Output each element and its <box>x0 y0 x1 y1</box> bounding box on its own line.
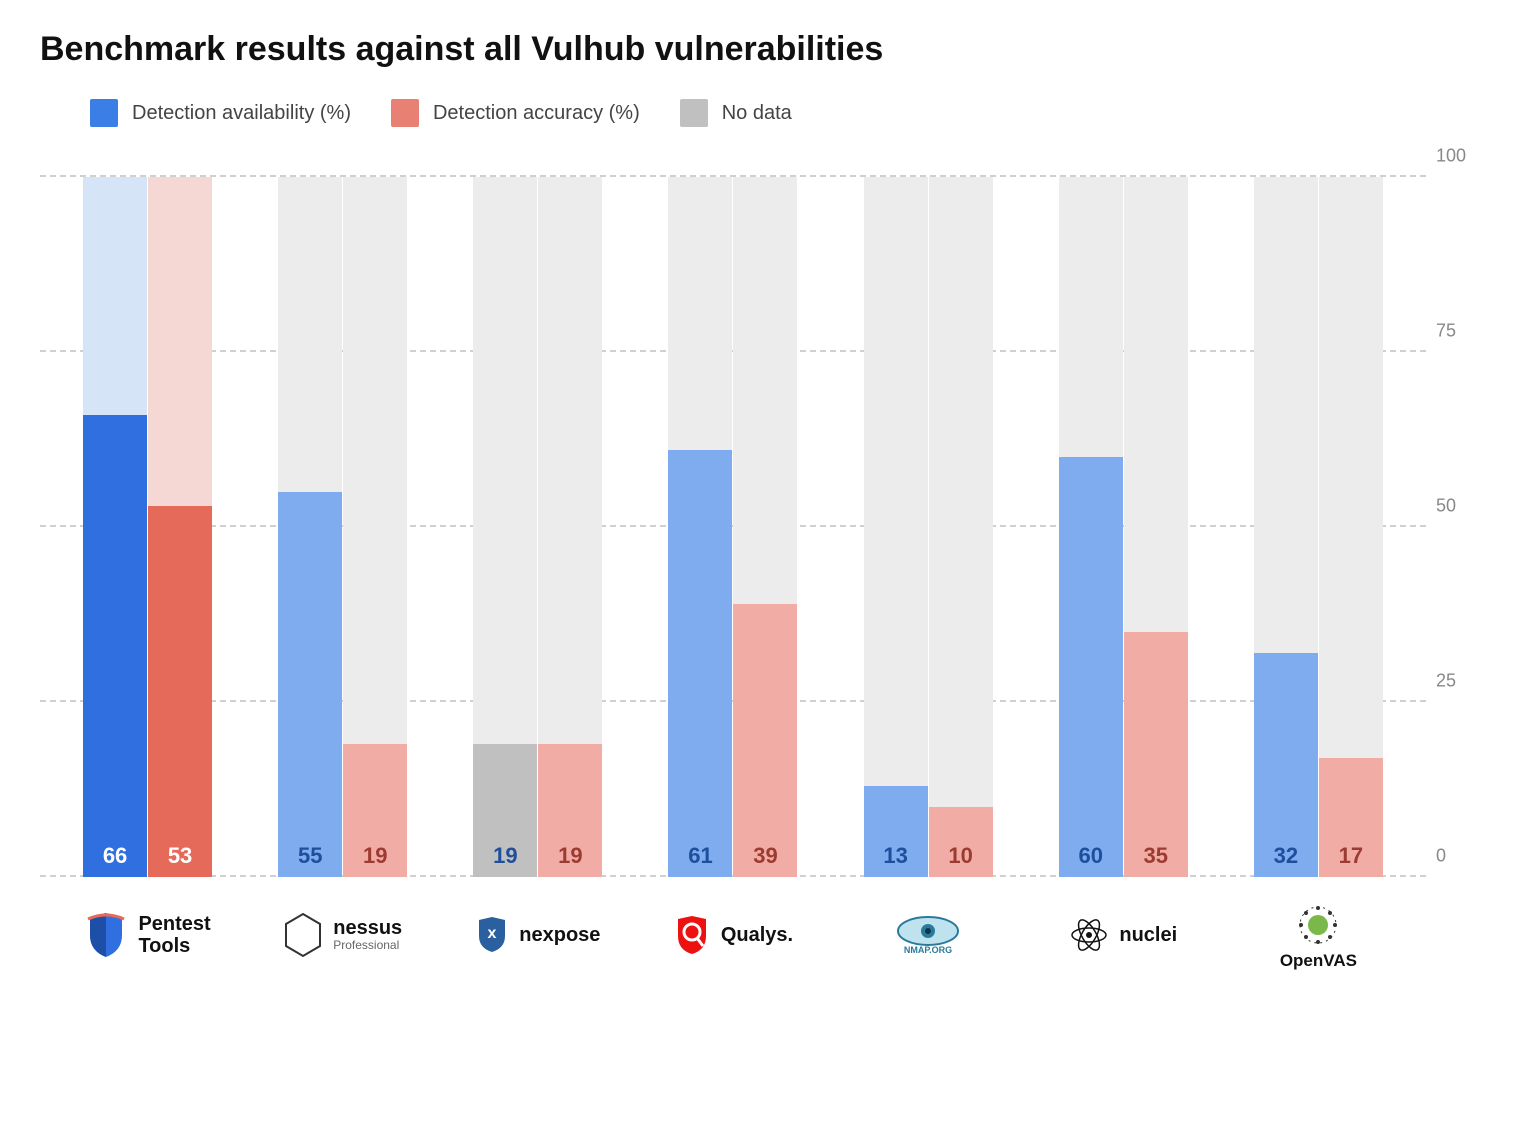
x-axis-item: NMAP.ORG <box>848 895 1008 975</box>
chart-title: Benchmark results against all Vulhub vul… <box>40 30 1496 69</box>
bar-value: 55 <box>278 843 342 869</box>
bar-track: 19 <box>538 177 602 877</box>
bar <box>83 415 147 877</box>
bar-track: 35 <box>1124 177 1188 877</box>
bar-group: 1310 <box>864 177 993 877</box>
bar-value: 39 <box>733 843 797 869</box>
bar-value: 35 <box>1124 843 1188 869</box>
openvas-icon <box>1293 900 1343 950</box>
bar-value: 61 <box>668 843 732 869</box>
bar-track: 66 <box>83 177 147 877</box>
tool-label: nessusProfessional <box>333 917 402 952</box>
bar-track: 19 <box>473 177 537 877</box>
tool-label: nuclei <box>1119 924 1177 946</box>
chart: 6653551919196139131060353217 0255075100 <box>40 177 1496 877</box>
x-axis-item: OpenVAS <box>1238 895 1398 975</box>
bar-background <box>929 177 993 877</box>
x-axis-item: nessusProfessional <box>263 895 423 975</box>
bar <box>148 506 212 877</box>
bar-value: 13 <box>864 843 928 869</box>
bar-group: 6035 <box>1059 177 1188 877</box>
legend-availability: Detection availability (%) <box>90 99 351 127</box>
bar-track: 55 <box>278 177 342 877</box>
plot-area: 6653551919196139131060353217 <box>40 177 1426 877</box>
bar <box>733 604 797 877</box>
legend: Detection availability (%) Detection acc… <box>90 99 1496 127</box>
bars-container: 6653551919196139131060353217 <box>40 177 1426 877</box>
x-axis-item: Qualys. <box>653 895 813 975</box>
nuclei-icon <box>1069 915 1109 955</box>
y-tick: 75 <box>1436 321 1456 342</box>
bar <box>1059 457 1123 877</box>
y-tick: 0 <box>1436 846 1446 867</box>
bar-track: 60 <box>1059 177 1123 877</box>
nessus-icon <box>283 912 323 958</box>
bar-group: 1919 <box>473 177 602 877</box>
bar-group: 3217 <box>1254 177 1383 877</box>
pentest-tools-icon <box>84 911 128 959</box>
svg-text:NMAP.ORG: NMAP.ORG <box>904 945 952 955</box>
legend-nodata-label: No data <box>722 102 792 125</box>
bar-track: 19 <box>343 177 407 877</box>
bar-track: 17 <box>1319 177 1383 877</box>
bar-track: 53 <box>148 177 212 877</box>
bar-value: 60 <box>1059 843 1123 869</box>
swatch-nodata <box>680 99 708 127</box>
nexpose-icon: x <box>475 916 509 954</box>
bar-value: 32 <box>1254 843 1318 869</box>
bar-value: 10 <box>929 843 993 869</box>
y-tick: 25 <box>1436 671 1456 692</box>
legend-accuracy-label: Detection accuracy (%) <box>433 102 640 125</box>
x-axis-item: PentestTools <box>68 895 228 975</box>
bar-value: 19 <box>343 843 407 869</box>
bar-group: 5519 <box>278 177 407 877</box>
bar-value: 66 <box>83 843 147 869</box>
bar <box>278 492 342 877</box>
tool-label: PentestTools <box>138 913 210 957</box>
bar-track: 32 <box>1254 177 1318 877</box>
bar-track: 61 <box>668 177 732 877</box>
bar-track: 13 <box>864 177 928 877</box>
bar-track: 10 <box>929 177 993 877</box>
nmap-icon: NMAP.ORG <box>893 913 963 957</box>
x-axis: PentestTools nessusProfessional x nexpos… <box>40 877 1426 975</box>
bar-group: 6653 <box>83 177 212 877</box>
bar-value: 19 <box>538 843 602 869</box>
bar-value: 19 <box>473 843 537 869</box>
x-axis-item: nuclei <box>1043 895 1203 975</box>
qualys-icon <box>673 914 711 956</box>
bar-group: 6139 <box>668 177 797 877</box>
bar-value: 17 <box>1319 843 1383 869</box>
bar-value: 53 <box>148 843 212 869</box>
swatch-accuracy <box>391 99 419 127</box>
legend-availability-label: Detection availability (%) <box>132 102 351 125</box>
x-axis-item: x nexpose <box>458 895 618 975</box>
y-tick: 50 <box>1436 496 1456 517</box>
swatch-availability <box>90 99 118 127</box>
bar-track: 39 <box>733 177 797 877</box>
legend-accuracy: Detection accuracy (%) <box>391 99 640 127</box>
tool-label: Qualys. <box>721 924 793 946</box>
bar <box>668 450 732 877</box>
svg-text:x: x <box>488 925 497 942</box>
tool-label: OpenVAS <box>1280 952 1357 971</box>
legend-nodata: No data <box>680 99 792 127</box>
y-axis: 0255075100 <box>1436 177 1496 877</box>
bar <box>1124 632 1188 877</box>
bar-background <box>864 177 928 877</box>
tool-sublabel: Professional <box>333 939 402 952</box>
y-tick: 100 <box>1436 146 1466 167</box>
tool-label: nexpose <box>519 924 600 946</box>
